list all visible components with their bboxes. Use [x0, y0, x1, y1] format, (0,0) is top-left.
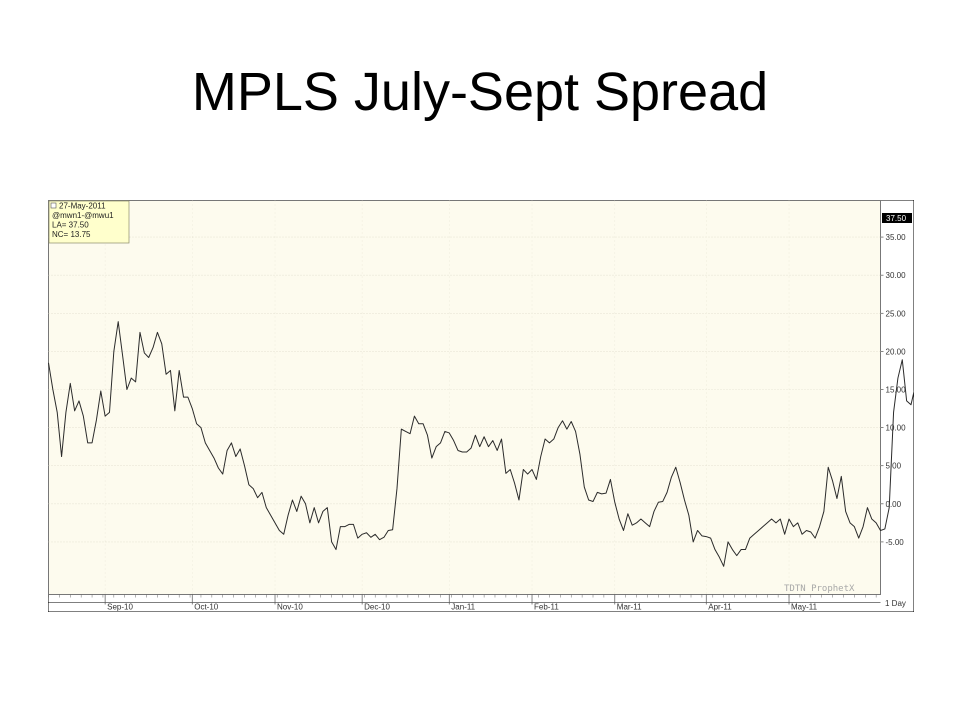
watermark: TDTN ProphetX: [784, 584, 855, 594]
info-last: LA= 37.50: [52, 221, 89, 230]
x-tick-label: Nov-10: [277, 603, 303, 612]
x-axis: Sep-10 Oct-10 Nov-10 Dec-10 Jan-11 Feb-11 Mar-…: [48, 594, 881, 612]
chart-canvas: Sep-10 Oct-10 Nov-10 Dec-10 Jan-11 Feb-11 Mar-…: [48, 200, 914, 612]
info-net-change: NC= 13.75: [52, 230, 91, 239]
y-tick-label: 0.00: [886, 500, 902, 509]
y-tick-label: 5.00: [886, 462, 902, 471]
last-value-label: 37.50: [886, 214, 907, 223]
y-tick-label: 10.00: [886, 424, 907, 433]
x-tick-label: Mar-11: [617, 603, 642, 612]
x-tick-label: May-11: [791, 603, 818, 612]
info-box: 27-May-2011 @mwn1-@mwu1 LA= 37.50 NC= 13…: [48, 200, 130, 244]
x-tick-label: Sep-10: [107, 603, 133, 612]
x-tick-label: Dec-10: [364, 603, 390, 612]
y-tick-label: 30.00: [886, 271, 907, 280]
info-symbol: @mwn1-@mwu1: [52, 211, 114, 220]
y-tick-label: 15.00: [886, 385, 907, 394]
y-tick-label: 25.00: [886, 309, 907, 318]
info-date: 27-May-2011: [59, 202, 106, 211]
spread-chart: Sep-10 Oct-10 Nov-10 Dec-10 Jan-11 Feb-11 Mar-…: [48, 200, 914, 612]
y-tick-label: 35.00: [886, 233, 907, 242]
last-value-tag-box: [882, 213, 912, 223]
y-tick-label: -5.00: [886, 538, 905, 547]
x-tick-label: Oct-10: [194, 603, 219, 612]
x-tick-label: Jan-11: [451, 603, 475, 612]
grid: [48, 200, 881, 595]
interval-label[interactable]: 1 Day: [885, 599, 906, 608]
last-value-tag: 37.50: [882, 213, 912, 223]
info-box-panel: [48, 200, 130, 244]
x-tick-label: Feb-11: [534, 603, 559, 612]
x-tick-label: Apr-11: [708, 603, 732, 612]
series-layer: [48, 321, 914, 567]
page-title: MPLS July-Sept Spread: [191, 62, 769, 122]
y-tick-label: 20.00: [886, 347, 907, 356]
series-line: [48, 321, 914, 567]
info-box-toggle[interactable]: [50, 202, 57, 209]
y-axis: 35.00 30.00 25.00 20.00 15.00 10.00 5.00 0.00 -5…: [880, 233, 907, 547]
